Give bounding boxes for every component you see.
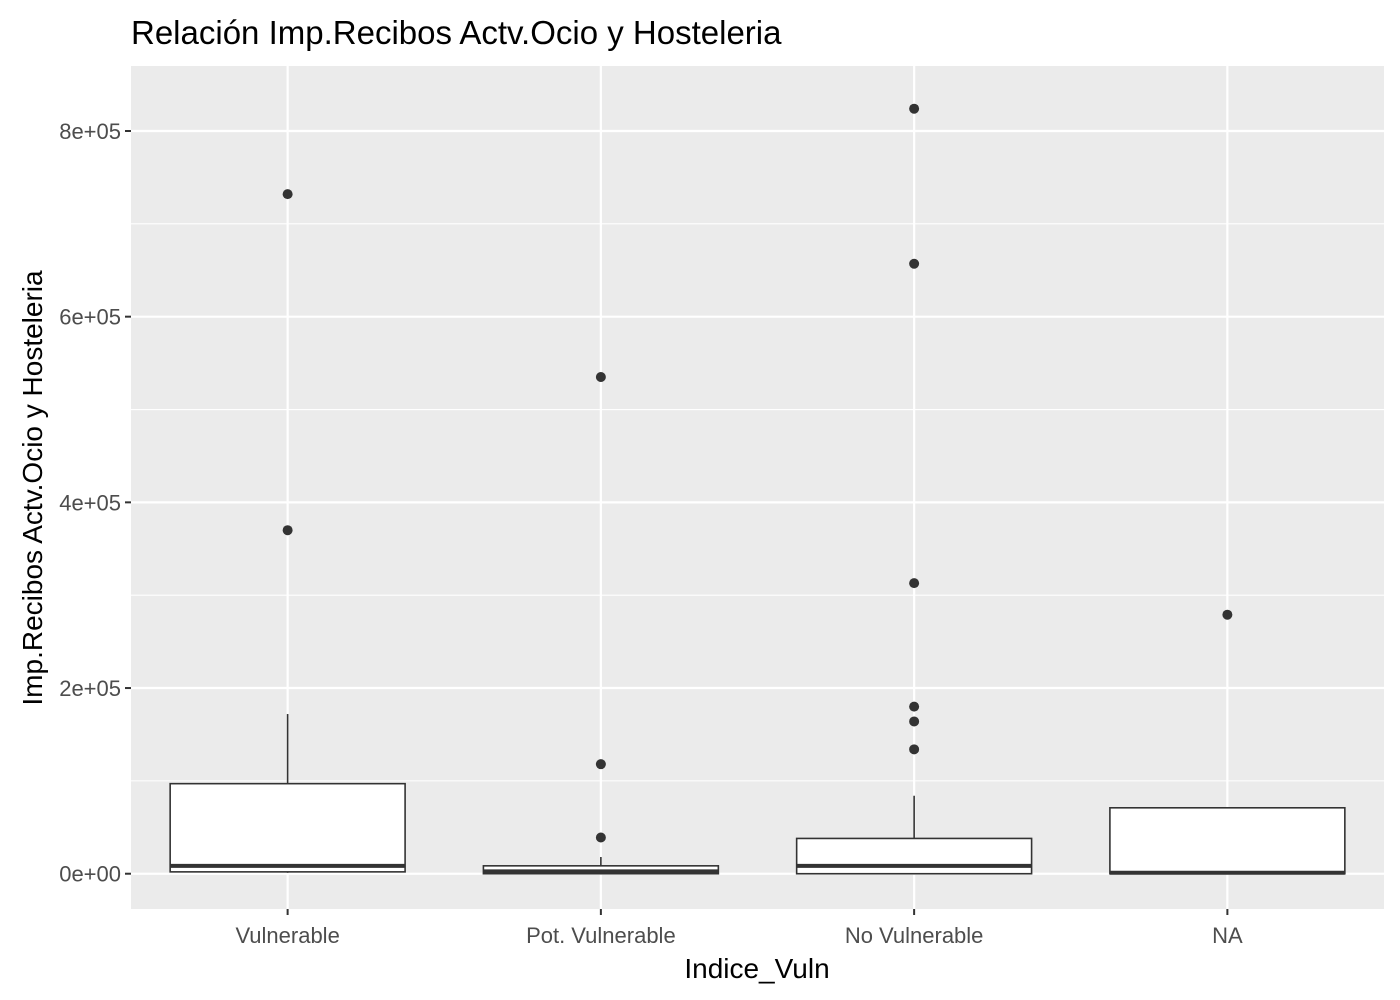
y-tick-label: 6e+05 bbox=[59, 305, 121, 330]
y-tick-label: 0e+00 bbox=[59, 862, 121, 887]
x-axis-title: Indice_Vuln bbox=[684, 953, 829, 984]
y-tick-label: 4e+05 bbox=[59, 490, 121, 515]
y-axis: 0e+00 2e+05 4e+05 6e+05 8e+05 bbox=[59, 119, 131, 887]
outlier-point bbox=[909, 716, 920, 727]
outlier-point bbox=[909, 744, 920, 755]
x-tick-label: No Vulnerable bbox=[845, 923, 984, 948]
box-iqr bbox=[1109, 807, 1346, 875]
x-tick-label: Pot. Vulnerable bbox=[526, 923, 676, 948]
outlier-point bbox=[909, 701, 920, 712]
plot-panel bbox=[131, 66, 1384, 909]
y-tick-label: 2e+05 bbox=[59, 676, 121, 701]
box-na bbox=[1109, 609, 1346, 875]
box-no-vulnerable bbox=[795, 103, 1033, 875]
outlier-point bbox=[1222, 609, 1233, 620]
major-gridlines bbox=[131, 66, 1384, 909]
box-vulnerable bbox=[169, 189, 406, 873]
minor-gridlines bbox=[131, 223, 1384, 782]
outlier-point bbox=[909, 578, 920, 589]
x-tick-label: Vulnerable bbox=[235, 923, 339, 948]
outlier-point bbox=[909, 258, 920, 269]
x-axis: Vulnerable Pot. Vulnerable No Vulnerable NA bbox=[235, 909, 1243, 948]
outlier-point bbox=[282, 525, 293, 536]
outlier-point bbox=[909, 103, 920, 114]
boxes-layer bbox=[169, 103, 1346, 875]
box-iqr bbox=[169, 782, 406, 873]
y-tick-label: 8e+05 bbox=[59, 119, 121, 144]
y-axis-title: Imp.Recibos Actv.Ocio y Hosteleria bbox=[17, 270, 48, 706]
outlier-point bbox=[595, 832, 606, 843]
x-tick-label: NA bbox=[1212, 923, 1243, 948]
box-iqr bbox=[795, 837, 1033, 875]
outlier-point bbox=[282, 189, 293, 200]
outlier-point bbox=[595, 372, 606, 383]
chart-title: Relación Imp.Recibos Actv.Ocio y Hostele… bbox=[131, 14, 782, 51]
box-pot-vulnerable bbox=[482, 372, 720, 875]
outlier-point bbox=[595, 759, 606, 770]
